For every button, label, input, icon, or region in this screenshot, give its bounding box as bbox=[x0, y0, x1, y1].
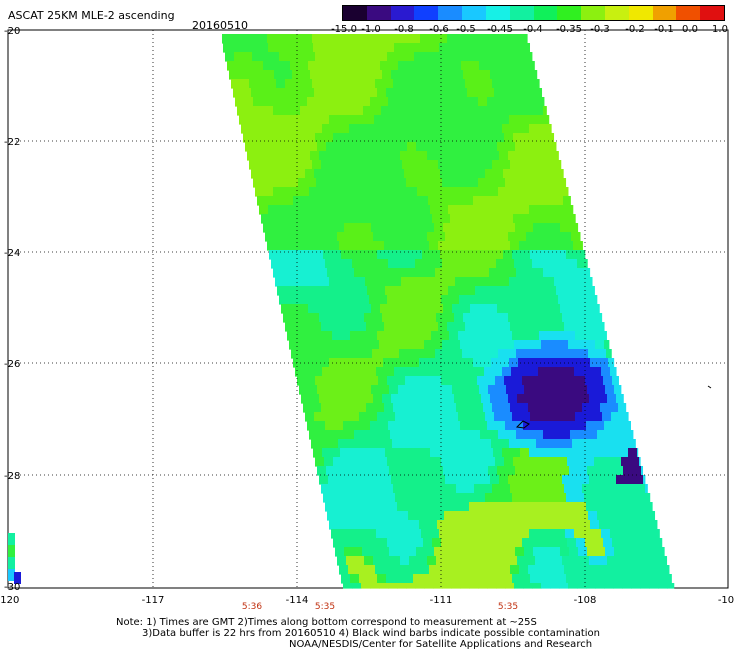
color-swatch bbox=[509, 6, 534, 20]
note-line-2: 3)Data buffer is 22 hrs from 20160510 4)… bbox=[142, 628, 600, 639]
note-line-1: Note: 1) Times are GMT 2)Times along bot… bbox=[116, 617, 537, 628]
color-swatch bbox=[485, 6, 510, 20]
color-swatch bbox=[366, 6, 391, 20]
grid-lines bbox=[8, 30, 728, 588]
date-label: 20160510 bbox=[192, 19, 248, 32]
color-swatch bbox=[652, 6, 677, 20]
chart-title: ASCAT 25KM MLE-2 ascending bbox=[8, 9, 175, 22]
lon-label: -10 bbox=[718, 595, 734, 606]
lat-label: -24 bbox=[4, 248, 20, 259]
time-label: 5:36 bbox=[242, 602, 262, 612]
wind-barb-mark bbox=[707, 385, 712, 389]
color-swatch bbox=[343, 6, 367, 20]
satellite-swath bbox=[8, 34, 675, 589]
color-swatch bbox=[604, 6, 629, 20]
time-label: 5:35 bbox=[498, 602, 518, 612]
island-outline bbox=[515, 420, 530, 429]
lon-label: -117 bbox=[142, 595, 165, 606]
color-swatch bbox=[462, 6, 486, 20]
note-line-3: NOAA/NESDIS/Center for Satellite Applica… bbox=[289, 639, 593, 650]
color-swatch bbox=[700, 6, 724, 20]
time-label: 5:35 bbox=[315, 602, 335, 612]
lon-label: -108 bbox=[574, 595, 597, 606]
color-swatch bbox=[533, 6, 558, 20]
lat-label: -20 bbox=[4, 26, 20, 37]
color-swatch bbox=[581, 6, 605, 20]
color-swatch bbox=[557, 6, 582, 20]
lon-label: -114 bbox=[286, 595, 309, 606]
lat-label: -26 bbox=[4, 359, 20, 370]
color-swatch bbox=[414, 6, 439, 20]
color-swatch bbox=[628, 6, 653, 20]
color-swatch bbox=[438, 6, 463, 20]
color-swatch bbox=[390, 6, 415, 20]
lon-label: -111 bbox=[430, 595, 453, 606]
lat-label: -30 bbox=[4, 582, 20, 593]
lat-label: -28 bbox=[4, 471, 20, 482]
lat-label: -22 bbox=[4, 137, 20, 148]
lon-label: -120 bbox=[0, 595, 19, 606]
color-scale-bar bbox=[342, 5, 725, 21]
color-swatch bbox=[676, 6, 701, 20]
